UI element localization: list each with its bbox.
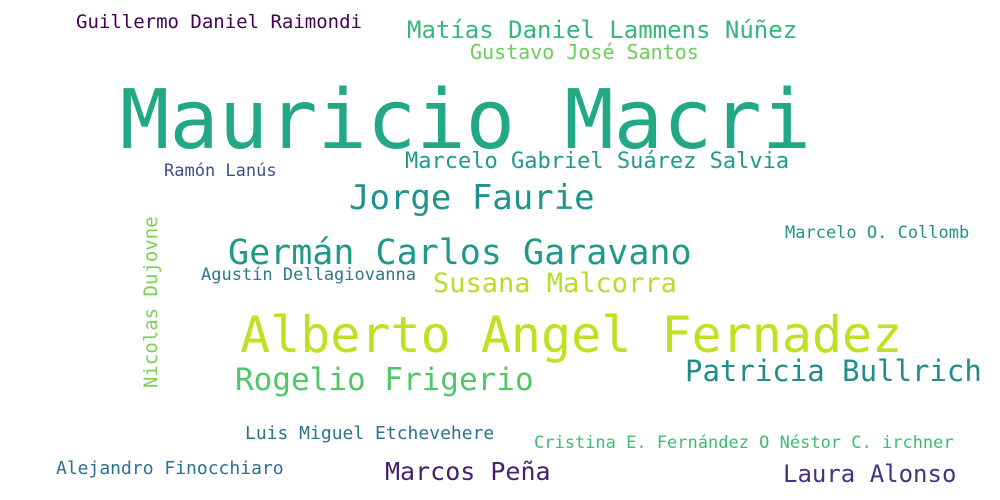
word-agustin-dellagiovanna: Agustín Dellagiovanna	[201, 265, 416, 285]
word-gustavo-jose-santos: Gustavo José Santos	[470, 40, 699, 64]
word-laura-alonso: Laura Alonso	[783, 460, 957, 488]
word-matias-daniel-lammens-nunez: Matías Daniel Lammens Núñez	[407, 16, 798, 44]
word-german-carlos-garavano: Germán Carlos Garavano	[228, 233, 692, 273]
word-alberto-angel-fernadez: Alberto Angel Fernadez	[240, 306, 903, 364]
word-patricia-bullrich: Patricia Bullrich	[685, 354, 982, 388]
word-marcelo-o-collomb: Marcelo O. Collomb	[785, 223, 970, 243]
word-marcos-pena: Marcos Peña	[385, 457, 551, 486]
word-nicolas-dujovne: Nicolas Dujovne	[140, 216, 162, 388]
word-marcelo-gabriel-suarez-salvia: Marcelo Gabriel Suárez Salvia	[405, 149, 790, 174]
word-guillermo-daniel-raimondi: Guillermo Daniel Raimondi	[76, 11, 362, 33]
word-cristina-fernandez-nestor-kirchner: Cristina E. Fernández O Néstor C. irchne…	[534, 433, 954, 453]
word-rogelio-frigerio: Rogelio Frigerio	[235, 362, 534, 398]
word-susana-malcorra: Susana Malcorra	[433, 268, 677, 299]
word-ramon-lanus: Ramón Lanús	[164, 161, 277, 181]
word-luis-miguel-etchevehere: Luis Miguel Etchevehere	[245, 423, 495, 444]
word-mauricio-macri: Mauricio Macri	[120, 73, 812, 168]
word-alejandro-finocchiaro: Alejandro Finocchiaro	[56, 458, 284, 479]
word-jorge-faurie: Jorge Faurie	[349, 178, 595, 218]
